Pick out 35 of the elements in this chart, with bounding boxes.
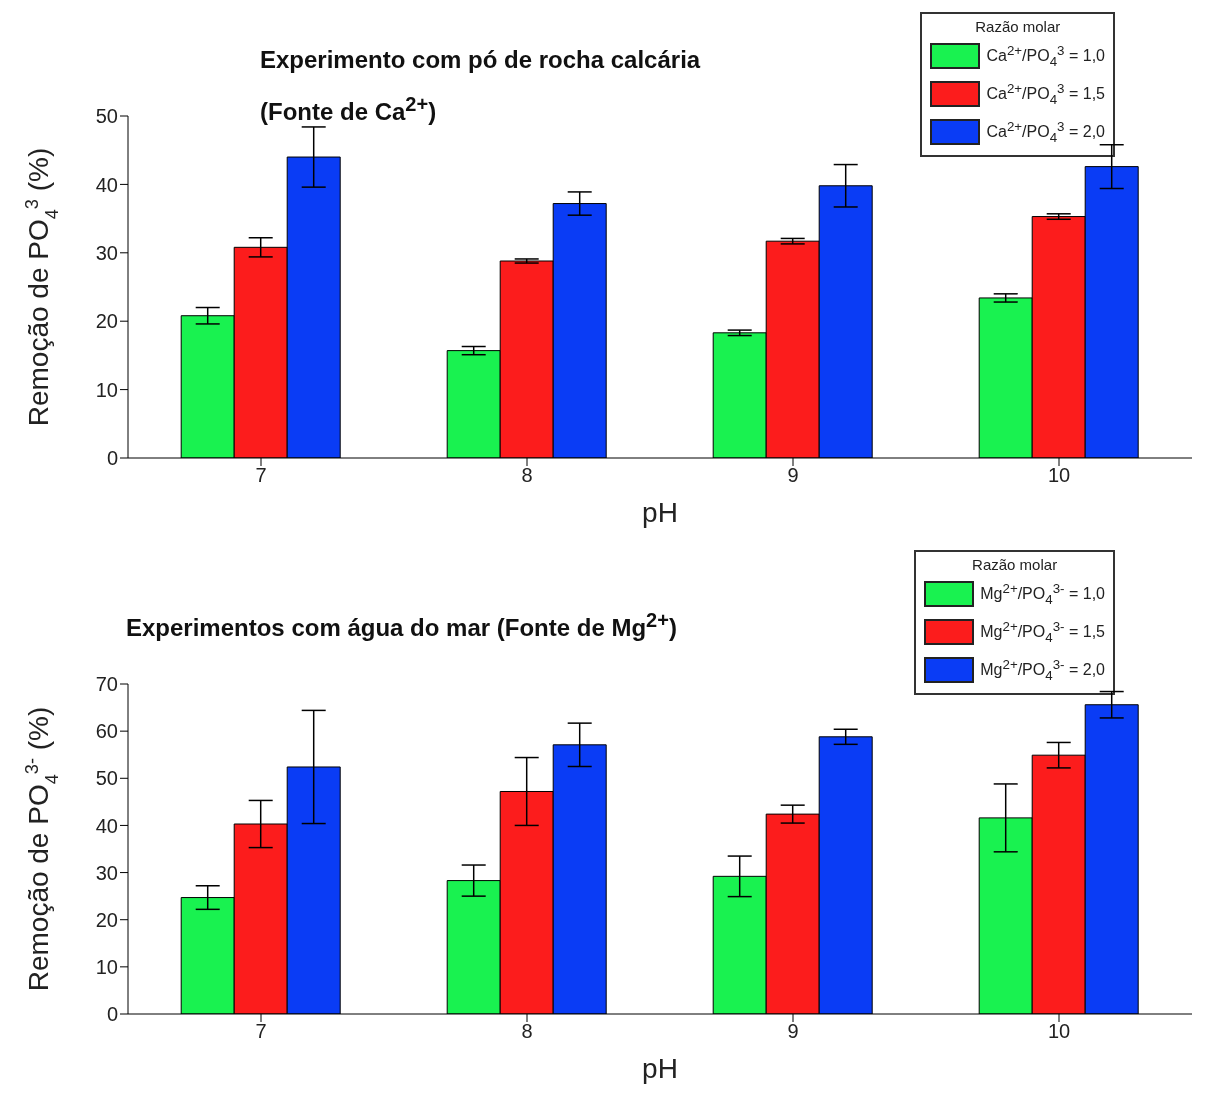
chart-subtitle: (Fonte de Ca$^{2+}$)	[260, 92, 438, 127]
x-tick-label: 7	[255, 464, 267, 487]
y-tick-label: 10	[95, 955, 118, 978]
x-axis-title: pH	[642, 1053, 678, 1084]
x-tick-label: 9	[787, 1020, 799, 1043]
y-tick-label: 30	[95, 861, 118, 884]
legend-label: Ca$^{2+}$/PO$_{4}$$^{3}$ = 2,0	[986, 119, 1105, 145]
y-tick-label: 0	[106, 1003, 118, 1026]
y-tick-label: 20	[95, 908, 118, 931]
legend-title: Razão molar	[974, 18, 1062, 35]
y-tick-label: 20	[95, 310, 118, 333]
x-tick-label: 8	[521, 464, 533, 487]
x-tick-label: 9	[787, 464, 799, 487]
x-tick-label: 8	[521, 1020, 533, 1043]
legend-label: Ca$^{2+}$/PO$_{4}$$^{3}$ = 1,0	[986, 43, 1105, 69]
y-tick-label: 40	[95, 173, 118, 196]
y-tick-label: 30	[95, 241, 118, 264]
legend-label: Mg$^{2+}$/PO$_{4}$$^{3-}$ = 1,0	[980, 581, 1105, 607]
x-tick-label: 10	[1047, 464, 1071, 487]
legend-label: Ca$^{2+}$/PO$_{4}$$^{3}$ = 1,5	[986, 81, 1105, 107]
chart-title: Experimento com pó de rocha calcária	[260, 45, 701, 75]
legend-label: Mg$^{2+}$/PO$_{4}$$^{3-}$ = 1,5	[980, 619, 1105, 645]
y-tick-label: 0	[106, 447, 118, 470]
x-axis-title: pH	[642, 497, 678, 528]
chart-title: Experimentos com água do mar (Fonte de Mg$^{2+}$)	[126, 608, 677, 643]
x-tick-label: 7	[255, 1020, 267, 1043]
y-tick-label: 50	[95, 767, 118, 790]
legend-title: Razão molar	[971, 556, 1059, 573]
y-tick-label: 10	[95, 378, 118, 401]
y-tick-label: 70	[95, 673, 118, 696]
y-tick-label: 50	[95, 105, 118, 128]
legend-label: Mg$^{2+}$/PO$_{4}$$^{3-}$ = 2,0	[980, 657, 1105, 683]
x-tick-label: 10	[1047, 1020, 1071, 1043]
y-tick-label: 40	[95, 814, 118, 837]
y-tick-label: 60	[95, 720, 118, 743]
